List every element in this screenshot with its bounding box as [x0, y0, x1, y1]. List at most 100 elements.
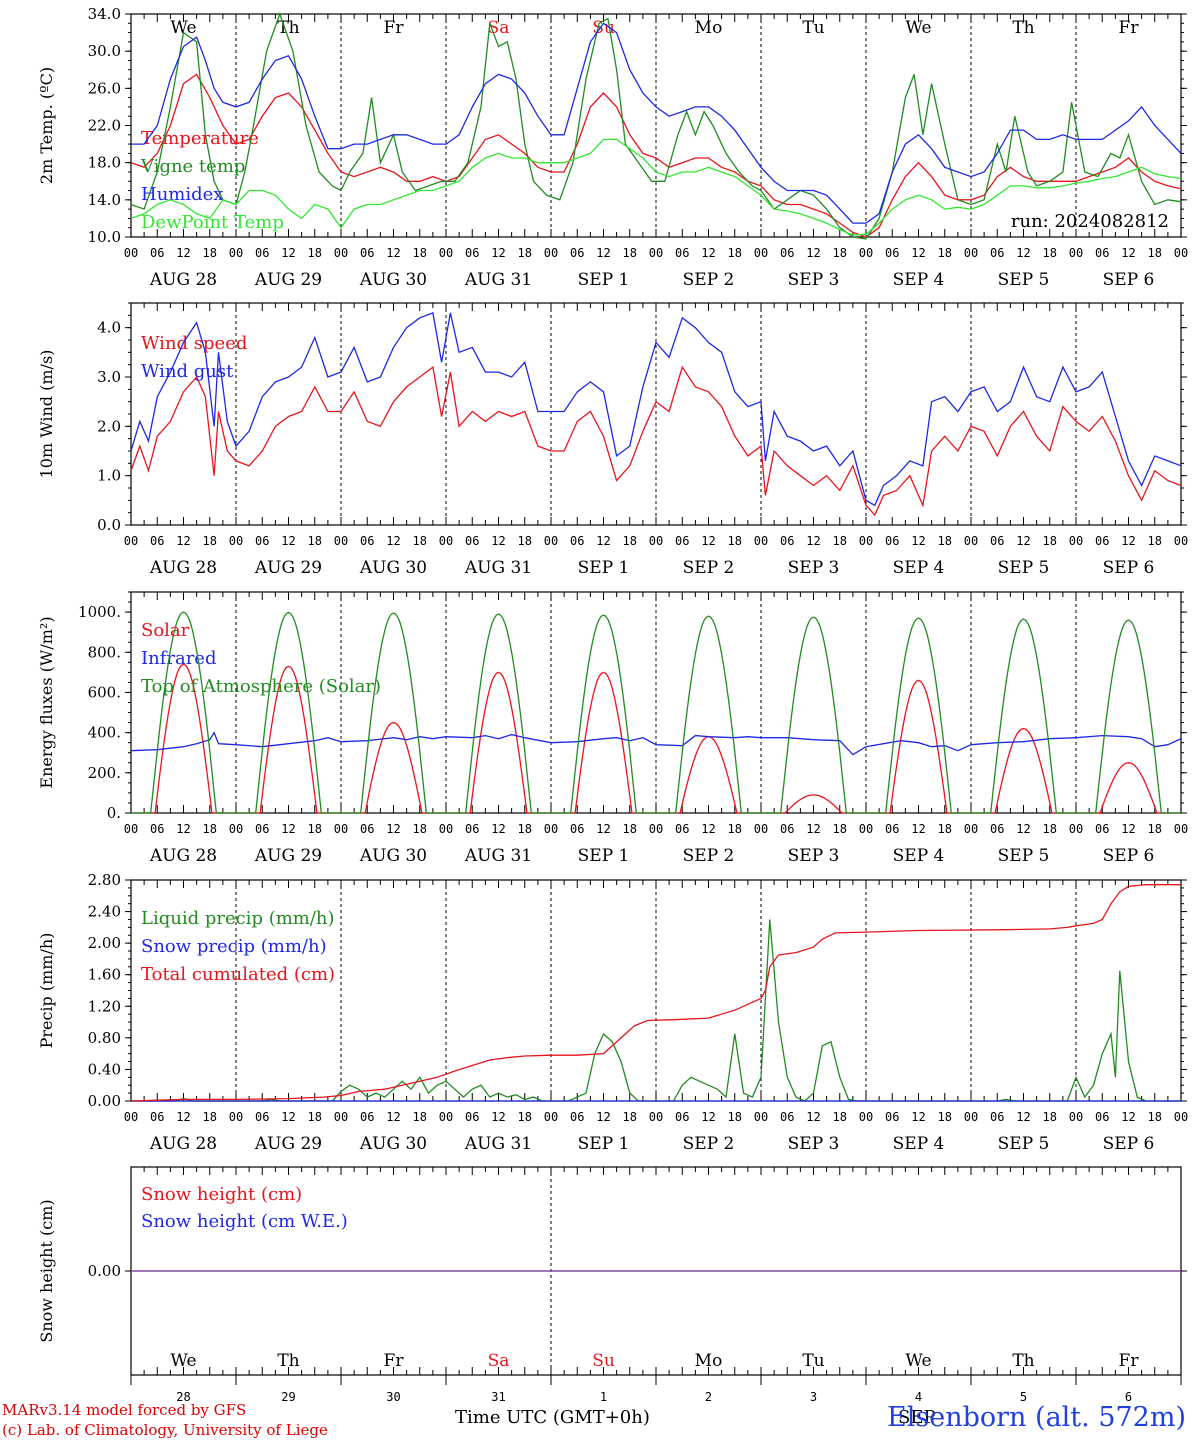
hour-label: 18: [623, 1110, 637, 1124]
hour-label: 18: [833, 534, 847, 548]
date-label: AUG 30: [359, 558, 427, 578]
date-label: AUG 30: [359, 846, 427, 866]
hour-label: 06: [780, 822, 794, 836]
hour-label: 00: [1174, 1110, 1188, 1124]
hour-label: 00: [964, 534, 978, 548]
hour-label: 18: [203, 534, 217, 548]
hour-label: 00: [1069, 246, 1083, 260]
legend-label: Liquid precip (mm/h): [141, 908, 335, 929]
hour-label: 18: [413, 822, 427, 836]
date-label: AUG 29: [254, 846, 322, 866]
panel-1: 10.0 14.0 18.0 22.0 26.0 30.0 34.0 2m Temp. (ºC…: [37, 5, 1188, 290]
hour-label: 00: [124, 822, 138, 836]
hour-label: 18: [308, 246, 322, 260]
hour-label: 00: [229, 1110, 243, 1124]
time-axis-label: Time UTC (GMT+0h): [455, 1407, 650, 1428]
hour-label: 06: [780, 1110, 794, 1124]
date-label: SEP 1: [578, 558, 630, 578]
hour-label: 00: [124, 1110, 138, 1124]
hour-label: 00: [754, 822, 768, 836]
plot-frame: [130, 13, 1182, 238]
day-name-label: Th: [277, 1351, 299, 1371]
date-label: SEP 1: [578, 846, 630, 866]
hour-label: 12: [386, 246, 400, 260]
date-label: SEP 4: [893, 846, 945, 866]
legend-label: Vigne temp: [140, 156, 245, 177]
hour-label: 06: [150, 1110, 164, 1124]
hour-label: 00: [859, 534, 873, 548]
hour-label: 18: [623, 246, 637, 260]
date-label: SEP 3: [788, 270, 840, 290]
hour-label: 18: [833, 1110, 847, 1124]
hour-label: 18: [728, 246, 742, 260]
y-axis-label: Precip (mm/h): [37, 933, 56, 1049]
day-number-label: 4: [915, 1390, 922, 1404]
y-tick-label: 400.: [88, 724, 121, 742]
hour-label: 12: [701, 246, 715, 260]
day-name-label: Tu: [802, 1351, 824, 1371]
hour-label: 12: [1121, 1110, 1135, 1124]
hour-label: 12: [491, 534, 505, 548]
hour-label: 12: [1121, 534, 1135, 548]
hour-label: 18: [1043, 534, 1057, 548]
day-name-label: Mo: [695, 18, 723, 38]
y-axis-label: Energy fluxes (W/m²): [37, 616, 56, 788]
hour-label: 12: [176, 822, 190, 836]
hour-label: 12: [386, 1110, 400, 1124]
day-name-label: Fr: [1119, 18, 1140, 38]
day-name-label: Th: [1012, 18, 1034, 38]
y-tick-label: 3.0: [97, 368, 121, 386]
hour-label: 18: [1043, 1110, 1057, 1124]
legend-label: Snow height (cm): [141, 1184, 302, 1205]
hour-label: 06: [255, 1110, 269, 1124]
hour-label: 06: [465, 246, 479, 260]
run-annotation: run: 2024082812: [1011, 211, 1169, 232]
hour-label: 06: [150, 822, 164, 836]
day-number-label: 1: [600, 1390, 607, 1404]
lab-credit: (c) Lab. of Climatology, University of L…: [2, 1421, 328, 1439]
hour-label: 18: [308, 534, 322, 548]
hour-label: 00: [544, 1110, 558, 1124]
hour-label: 18: [833, 822, 847, 836]
hour-label: 00: [964, 246, 978, 260]
hour-label: 12: [281, 822, 295, 836]
date-label: AUG 28: [149, 1134, 217, 1154]
hour-label: 06: [465, 534, 479, 548]
day-name-label: We: [170, 1351, 196, 1371]
hour-label: 00: [964, 1110, 978, 1124]
hour-label: 00: [1174, 822, 1188, 836]
hour-label: 06: [570, 822, 584, 836]
hour-label: 06: [570, 534, 584, 548]
legend-label: Wind gust: [141, 361, 234, 382]
hour-label: 12: [176, 534, 190, 548]
hour-label: 18: [1043, 246, 1057, 260]
hour-label: 18: [728, 534, 742, 548]
hour-label: 00: [334, 1110, 348, 1124]
hour-label: 12: [491, 822, 505, 836]
y-tick-label: 1000.: [78, 603, 121, 621]
hour-label: 06: [675, 1110, 689, 1124]
y-tick-label: 200.: [88, 764, 121, 782]
day-name-label: Fr: [384, 1351, 405, 1371]
y-tick-label: 14.0: [88, 191, 121, 209]
day-name-label: Th: [277, 18, 299, 38]
panel-4: 0.00 0.40 0.80 1.20 1.60 2.00 2.40 2.80 Precip (…: [37, 871, 1188, 1154]
hour-label: 06: [990, 822, 1004, 836]
date-label: AUG 31: [464, 1134, 532, 1154]
legend-label: Total cumulated (cm): [141, 964, 335, 985]
hour-label: 00: [754, 534, 768, 548]
hour-label: 12: [911, 246, 925, 260]
date-label: SEP 1: [578, 270, 630, 290]
date-label: SEP 6: [1103, 270, 1155, 290]
hour-label: 18: [728, 822, 742, 836]
day-name-label: We: [170, 18, 196, 38]
hour-label: 06: [570, 246, 584, 260]
day-name-label: Th: [1012, 1351, 1034, 1371]
hour-label: 18: [623, 534, 637, 548]
hour-label: 18: [518, 246, 532, 260]
series-line-1: [130, 731, 1182, 756]
month-overlap-label: SEP: [898, 1407, 936, 1428]
y-tick-label: 600.: [88, 683, 121, 701]
series-line-3: [130, 138, 1182, 236]
hour-label: 12: [596, 246, 610, 260]
